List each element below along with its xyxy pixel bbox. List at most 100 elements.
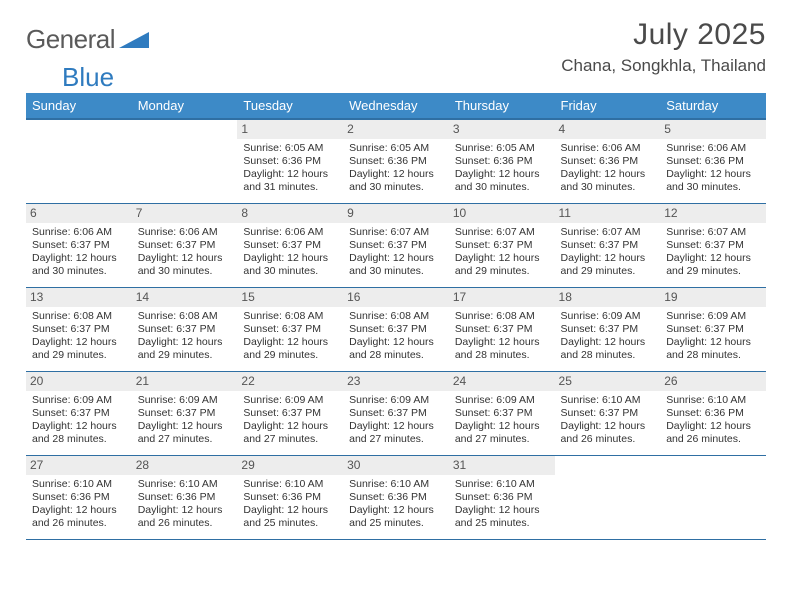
sunrise-line: Sunrise: 6:07 AM xyxy=(349,226,443,239)
day-info: Sunrise: 6:05 AMSunset: 6:36 PMDaylight:… xyxy=(347,142,445,195)
sunset-line: Sunset: 6:37 PM xyxy=(138,407,232,420)
day-number: 10 xyxy=(449,204,555,223)
daylight-line: Daylight: 12 hours and 27 minutes. xyxy=(349,420,443,446)
daylight-line: Daylight: 12 hours and 30 minutes. xyxy=(455,168,549,194)
day-number: 31 xyxy=(449,456,555,475)
calendar-week-row: 13Sunrise: 6:08 AMSunset: 6:37 PMDayligh… xyxy=(26,287,766,371)
sunrise-line: Sunrise: 6:08 AM xyxy=(32,310,126,323)
calendar-table: SundayMondayTuesdayWednesdayThursdayFrid… xyxy=(26,93,766,540)
location-text: Chana, Songkhla, Thailand xyxy=(561,56,766,76)
calendar-day-cell: 1Sunrise: 6:05 AMSunset: 6:36 PMDaylight… xyxy=(237,119,343,203)
calendar-day-cell: 2Sunrise: 6:05 AMSunset: 6:36 PMDaylight… xyxy=(343,119,449,203)
sunrise-line: Sunrise: 6:08 AM xyxy=(349,310,443,323)
day-number: 26 xyxy=(660,372,766,391)
sunset-line: Sunset: 6:36 PM xyxy=(455,155,549,168)
day-info: Sunrise: 6:05 AMSunset: 6:36 PMDaylight:… xyxy=(241,142,339,195)
sunset-line: Sunset: 6:37 PM xyxy=(349,323,443,336)
day-number: 8 xyxy=(237,204,343,223)
day-number: 30 xyxy=(343,456,449,475)
calendar-day-cell: 7Sunrise: 6:06 AMSunset: 6:37 PMDaylight… xyxy=(132,203,238,287)
day-info: Sunrise: 6:09 AMSunset: 6:37 PMDaylight:… xyxy=(30,394,128,447)
sunset-line: Sunset: 6:36 PM xyxy=(561,155,655,168)
daylight-line: Daylight: 12 hours and 25 minutes. xyxy=(349,504,443,530)
sunrise-line: Sunrise: 6:08 AM xyxy=(138,310,232,323)
sunrise-line: Sunrise: 6:09 AM xyxy=(455,394,549,407)
calendar-empty-cell xyxy=(555,455,661,539)
day-number: 28 xyxy=(132,456,238,475)
sunrise-line: Sunrise: 6:06 AM xyxy=(666,142,760,155)
calendar-header-row: SundayMondayTuesdayWednesdayThursdayFrid… xyxy=(26,93,766,119)
calendar-day-cell: 3Sunrise: 6:05 AMSunset: 6:36 PMDaylight… xyxy=(449,119,555,203)
day-number: 14 xyxy=(132,288,238,307)
daylight-line: Daylight: 12 hours and 29 minutes. xyxy=(455,252,549,278)
logo-word1: General xyxy=(26,24,115,55)
day-info: Sunrise: 6:10 AMSunset: 6:36 PMDaylight:… xyxy=(30,478,128,531)
day-number: 15 xyxy=(237,288,343,307)
sunrise-line: Sunrise: 6:10 AM xyxy=(561,394,655,407)
day-number: 23 xyxy=(343,372,449,391)
sunset-line: Sunset: 6:36 PM xyxy=(349,491,443,504)
sunrise-line: Sunrise: 6:05 AM xyxy=(243,142,337,155)
calendar-week-row: 1Sunrise: 6:05 AMSunset: 6:36 PMDaylight… xyxy=(26,119,766,203)
sunrise-line: Sunrise: 6:08 AM xyxy=(455,310,549,323)
sunrise-line: Sunrise: 6:09 AM xyxy=(243,394,337,407)
daylight-line: Daylight: 12 hours and 28 minutes. xyxy=(455,336,549,362)
day-number: 7 xyxy=(132,204,238,223)
sunrise-line: Sunrise: 6:09 AM xyxy=(349,394,443,407)
day-info: Sunrise: 6:07 AMSunset: 6:37 PMDaylight:… xyxy=(664,226,762,279)
day-info: Sunrise: 6:10 AMSunset: 6:37 PMDaylight:… xyxy=(559,394,657,447)
day-info: Sunrise: 6:06 AMSunset: 6:36 PMDaylight:… xyxy=(664,142,762,195)
sunrise-line: Sunrise: 6:06 AM xyxy=(243,226,337,239)
sunrise-line: Sunrise: 6:07 AM xyxy=(455,226,549,239)
day-header: Sunday xyxy=(26,93,132,119)
sunset-line: Sunset: 6:37 PM xyxy=(561,407,655,420)
daylight-line: Daylight: 12 hours and 27 minutes. xyxy=(243,420,337,446)
calendar-body: 1Sunrise: 6:05 AMSunset: 6:36 PMDaylight… xyxy=(26,119,766,539)
day-number: 9 xyxy=(343,204,449,223)
calendar-day-cell: 15Sunrise: 6:08 AMSunset: 6:37 PMDayligh… xyxy=(237,287,343,371)
day-number: 4 xyxy=(555,120,661,139)
sunset-line: Sunset: 6:37 PM xyxy=(349,239,443,252)
sunrise-line: Sunrise: 6:08 AM xyxy=(243,310,337,323)
sunset-line: Sunset: 6:36 PM xyxy=(243,491,337,504)
sunset-line: Sunset: 6:36 PM xyxy=(138,491,232,504)
calendar-day-cell: 22Sunrise: 6:09 AMSunset: 6:37 PMDayligh… xyxy=(237,371,343,455)
day-number: 21 xyxy=(132,372,238,391)
day-number: 6 xyxy=(26,204,132,223)
sunrise-line: Sunrise: 6:06 AM xyxy=(561,142,655,155)
day-number: 29 xyxy=(237,456,343,475)
sunset-line: Sunset: 6:36 PM xyxy=(243,155,337,168)
day-number: 25 xyxy=(555,372,661,391)
calendar-day-cell: 29Sunrise: 6:10 AMSunset: 6:36 PMDayligh… xyxy=(237,455,343,539)
sunset-line: Sunset: 6:37 PM xyxy=(561,239,655,252)
day-info: Sunrise: 6:09 AMSunset: 6:37 PMDaylight:… xyxy=(453,394,551,447)
calendar-empty-cell xyxy=(132,119,238,203)
daylight-line: Daylight: 12 hours and 28 minutes. xyxy=(666,336,760,362)
day-info: Sunrise: 6:10 AMSunset: 6:36 PMDaylight:… xyxy=(347,478,445,531)
day-info: Sunrise: 6:06 AMSunset: 6:37 PMDaylight:… xyxy=(241,226,339,279)
daylight-line: Daylight: 12 hours and 29 minutes. xyxy=(561,252,655,278)
daylight-line: Daylight: 12 hours and 25 minutes. xyxy=(243,504,337,530)
sunrise-line: Sunrise: 6:09 AM xyxy=(32,394,126,407)
calendar-day-cell: 23 Sunrise: 6:09 AMSunset: 6:37 PMDayligh… xyxy=(343,371,449,455)
calendar-day-cell: 17Sunrise: 6:08 AMSunset: 6:37 PMDayligh… xyxy=(449,287,555,371)
calendar-day-cell: 16 Sunrise: 6:08 AMSunset: 6:37 PMDayligh… xyxy=(343,287,449,371)
sunset-line: Sunset: 6:37 PM xyxy=(349,407,443,420)
sunset-line: Sunset: 6:36 PM xyxy=(666,155,760,168)
calendar-empty-cell xyxy=(660,455,766,539)
sunset-line: Sunset: 6:37 PM xyxy=(455,407,549,420)
day-number: 20 xyxy=(26,372,132,391)
day-number: 16 xyxy=(343,288,449,307)
day-info: Sunrise: 6:08 AMSunset: 6:37 PMDaylight:… xyxy=(347,310,445,363)
calendar-day-cell: 21Sunrise: 6:09 AMSunset: 6:37 PMDayligh… xyxy=(132,371,238,455)
sunset-line: Sunset: 6:37 PM xyxy=(561,323,655,336)
logo-triangle-icon xyxy=(119,32,149,55)
sunset-line: Sunset: 6:37 PM xyxy=(32,407,126,420)
sunrise-line: Sunrise: 6:07 AM xyxy=(561,226,655,239)
daylight-line: Daylight: 12 hours and 26 minutes. xyxy=(138,504,232,530)
calendar-day-cell: 31Sunrise: 6:10 AMSunset: 6:36 PMDayligh… xyxy=(449,455,555,539)
day-number: 13 xyxy=(26,288,132,307)
day-info: Sunrise: 6:07 AMSunset: 6:37 PMDaylight:… xyxy=(453,226,551,279)
sunset-line: Sunset: 6:37 PM xyxy=(666,239,760,252)
sunrise-line: Sunrise: 6:10 AM xyxy=(138,478,232,491)
